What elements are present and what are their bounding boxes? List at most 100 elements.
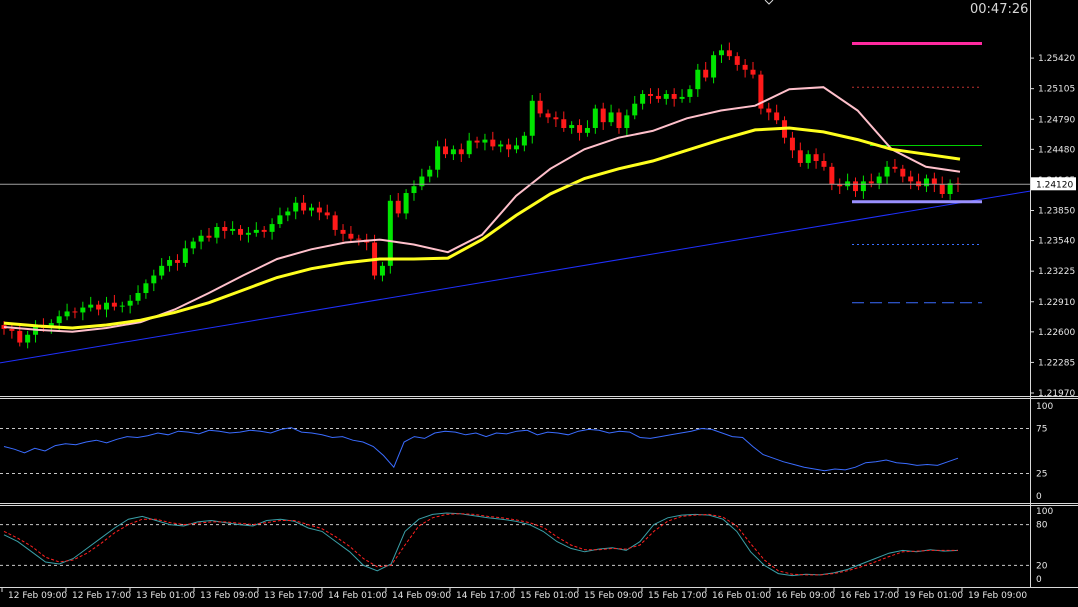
ma-slow-line	[3, 126, 961, 330]
candle-body	[1, 325, 7, 329]
time-tick-label: 13 Feb 17:00	[264, 591, 323, 601]
candle-body	[308, 207, 314, 211]
candle-body	[750, 69, 756, 75]
candle-body	[222, 227, 228, 231]
time-tick-label: 19 Feb 09:00	[968, 591, 1027, 601]
candle-body	[316, 207, 322, 213]
candle-body	[513, 145, 519, 150]
candle-body	[939, 184, 945, 194]
candle-body	[143, 283, 149, 294]
candle-body	[545, 113, 551, 118]
candle-body	[387, 200, 393, 266]
rsi-line	[3, 427, 959, 472]
time-tick-label: 13 Feb 09:00	[200, 591, 259, 601]
candle-body	[923, 178, 929, 187]
candle-body	[569, 125, 575, 128]
time-tick-label: 19 Feb 01:00	[904, 591, 963, 601]
candle-body	[711, 55, 717, 78]
candle-body	[758, 74, 764, 109]
candle-body	[293, 202, 299, 212]
time-tick-label: 14 Feb 01:00	[328, 591, 387, 601]
candle-body	[663, 94, 669, 99]
candle-body	[648, 94, 654, 96]
price-tick-label: 1.25105	[1038, 85, 1075, 95]
candle-body	[356, 238, 362, 240]
candle-body	[789, 137, 795, 151]
candle-body	[695, 69, 701, 90]
candle-body	[537, 100, 543, 114]
candle-body	[876, 176, 882, 184]
candle-body	[853, 181, 859, 192]
candle-body	[340, 229, 346, 234]
candle-body	[285, 211, 291, 216]
candle-body	[435, 146, 441, 170]
price-panel[interactable]	[0, 42, 1031, 364]
candle-body	[96, 304, 102, 310]
drop-marker-icon	[764, 0, 774, 5]
candle-body	[230, 228, 236, 231]
candle-body	[482, 139, 488, 143]
candle-body	[379, 265, 385, 276]
candle-body	[72, 311, 78, 313]
price-tick-label: 1.23225	[1038, 267, 1075, 277]
candle-body	[403, 193, 409, 214]
candle-body	[490, 139, 496, 147]
candle-body	[584, 127, 590, 133]
candle-body	[521, 135, 527, 146]
trendline	[0, 190, 1031, 364]
candle-body	[103, 302, 109, 310]
candle-body	[198, 235, 204, 242]
candle-body	[159, 265, 165, 276]
panel-frames	[0, 0, 1078, 588]
candle-body	[624, 115, 630, 128]
time-tick-label: 13 Feb 01:00	[136, 591, 195, 601]
candle-body	[56, 316, 62, 324]
candle-body	[498, 144, 504, 147]
candle-body	[553, 117, 559, 120]
candle-body	[174, 260, 180, 263]
candle-body	[135, 293, 141, 301]
time-tick-label: 12 Feb 09:00	[8, 591, 67, 601]
time-tick-label: 14 Feb 09:00	[392, 591, 451, 601]
candle-body	[805, 154, 811, 163]
time-tick-label: 15 Feb 01:00	[520, 591, 579, 601]
rsi-panel[interactable]	[0, 427, 1030, 474]
candle-body	[813, 154, 819, 161]
candle-body	[766, 108, 772, 113]
candle-body	[277, 215, 283, 225]
rsi-tick-label: 75	[1036, 425, 1047, 435]
candle-body	[908, 176, 914, 182]
candle-body	[679, 96, 685, 99]
candle-body	[742, 64, 748, 70]
candle-body	[931, 178, 937, 185]
candle-body	[332, 215, 338, 230]
time-tick-label: 16 Feb 17:00	[840, 591, 899, 601]
candle-body	[632, 103, 638, 116]
price-tick-label: 1.22285	[1038, 358, 1075, 368]
candle-body	[324, 212, 330, 216]
stoch-tick-label: 80	[1036, 521, 1048, 531]
axes: 1.254201.251051.247901.244801.241651.238…	[1, 54, 1076, 601]
candle-body	[561, 119, 567, 128]
candle-body	[206, 235, 212, 238]
price-tick-label: 1.22600	[1038, 328, 1075, 338]
candle-body	[25, 334, 31, 343]
candle-body	[718, 50, 724, 56]
stoch-tick-label: 0	[1036, 575, 1042, 585]
candle-body	[947, 183, 953, 194]
candle-body	[190, 241, 196, 249]
price-tick-label: 1.22910	[1038, 298, 1075, 308]
stochastic-panel[interactable]	[0, 512, 1030, 577]
candle-body	[600, 108, 606, 123]
candle-body	[245, 232, 251, 235]
candle-body	[348, 233, 354, 239]
candle-body	[474, 140, 480, 143]
candle-body	[111, 302, 117, 307]
candle-body	[821, 160, 827, 167]
clock-label: 00:47:26	[970, 2, 1028, 17]
candle-body	[17, 330, 23, 343]
candle-body	[450, 149, 456, 155]
candle-body	[269, 224, 275, 232]
candle-body	[127, 300, 133, 306]
